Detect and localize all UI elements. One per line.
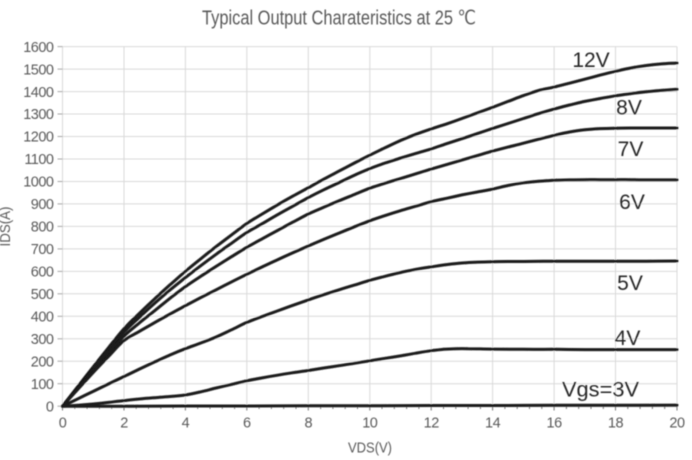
- svg-text:18: 18: [608, 416, 624, 432]
- svg-text:0: 0: [59, 416, 67, 432]
- svg-text:1500: 1500: [23, 62, 54, 78]
- svg-text:1100: 1100: [24, 152, 54, 168]
- svg-text:Typical Output Charateristics: Typical Output Charateristics at 25 ℃: [202, 8, 476, 30]
- svg-text:1300: 1300: [23, 107, 54, 123]
- svg-text:6V: 6V: [619, 191, 645, 214]
- svg-text:16: 16: [547, 416, 563, 432]
- svg-text:500: 500: [31, 287, 54, 303]
- svg-text:2: 2: [120, 416, 128, 432]
- svg-text:8: 8: [305, 416, 313, 432]
- svg-text:1200: 1200: [23, 130, 54, 146]
- svg-text:5V: 5V: [617, 272, 643, 295]
- svg-text:0: 0: [46, 399, 54, 415]
- svg-text:900: 900: [31, 197, 54, 213]
- svg-text:14: 14: [485, 416, 501, 432]
- svg-text:1600: 1600: [23, 40, 54, 56]
- svg-text:800: 800: [31, 220, 54, 236]
- svg-text:100: 100: [31, 377, 54, 393]
- svg-text:600: 600: [31, 265, 54, 281]
- svg-text:200: 200: [31, 354, 54, 370]
- svg-text:6: 6: [243, 416, 251, 432]
- svg-text:8V: 8V: [616, 97, 642, 120]
- svg-text:300: 300: [31, 332, 54, 348]
- svg-text:20: 20: [669, 416, 685, 432]
- svg-text:1400: 1400: [23, 85, 54, 101]
- svg-text:Vgs=3V: Vgs=3V: [562, 379, 639, 402]
- svg-text:1000: 1000: [23, 175, 54, 191]
- svg-text:IDS(A): IDS(A): [0, 206, 14, 246]
- svg-text:400: 400: [31, 310, 54, 326]
- svg-text:VDS(V): VDS(V): [348, 440, 392, 457]
- svg-text:10: 10: [362, 416, 378, 432]
- svg-text:12: 12: [424, 416, 440, 432]
- svg-text:700: 700: [31, 242, 54, 258]
- svg-text:12V: 12V: [572, 49, 609, 72]
- svg-text:4: 4: [182, 416, 190, 432]
- svg-text:7V: 7V: [618, 138, 644, 161]
- svg-text:4V: 4V: [615, 327, 641, 350]
